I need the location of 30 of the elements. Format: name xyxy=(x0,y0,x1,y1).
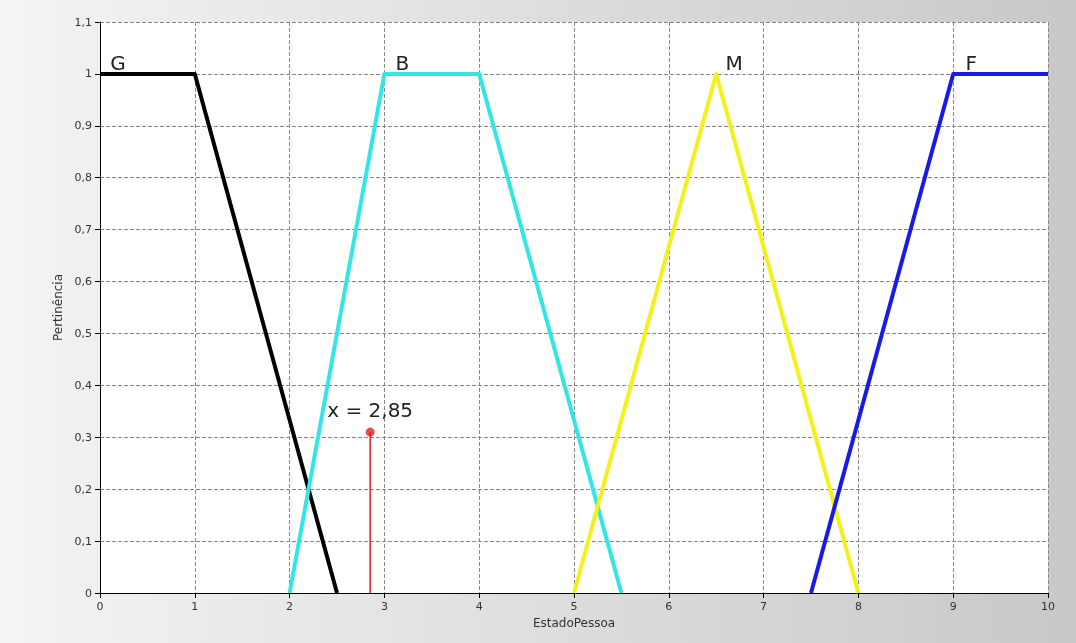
x-tick-label: 1 xyxy=(191,600,199,613)
x-tick-label: 6 xyxy=(665,600,673,613)
series-label: M xyxy=(725,50,743,75)
y-tick-label: 0,4 xyxy=(74,378,92,392)
y-tick-label: 0,8 xyxy=(74,171,92,185)
y-tick-label: 0,7 xyxy=(74,223,92,237)
y-axis-title: Pertinência xyxy=(50,273,65,342)
x-tick-label: 7 xyxy=(760,600,768,613)
x-tick-label: 3 xyxy=(380,600,388,613)
x-tick-label: 4 xyxy=(475,600,483,613)
x-tick-label: 2 xyxy=(286,600,294,613)
x-tick-label: 10 xyxy=(1041,600,1055,613)
annotation: x = 2,85 xyxy=(327,398,414,423)
y-tick-label: 0,6 xyxy=(74,275,92,289)
y-tick-label: 0,3 xyxy=(74,430,92,444)
x-axis-title: EstadoPessoa xyxy=(532,615,616,630)
x-tick-label: 9 xyxy=(949,600,957,613)
series-label: G xyxy=(110,50,126,75)
x-tick-label: 5 xyxy=(570,600,578,613)
y-tick-label: 0 xyxy=(85,586,92,600)
y-tick-label: 0,1 xyxy=(74,534,92,548)
y-tick-label: 0,5 xyxy=(74,326,92,340)
y-tick-label: 0,9 xyxy=(74,119,92,133)
y-tick-label: 0,2 xyxy=(74,482,92,496)
series-label: F xyxy=(965,50,977,75)
y-tick-label: 1 xyxy=(85,67,92,81)
x-tick-label: 8 xyxy=(854,600,862,613)
series-label: B xyxy=(395,50,410,75)
x-tick-label: 0 xyxy=(96,600,104,613)
y-tick-label: 1,1 xyxy=(74,15,92,29)
